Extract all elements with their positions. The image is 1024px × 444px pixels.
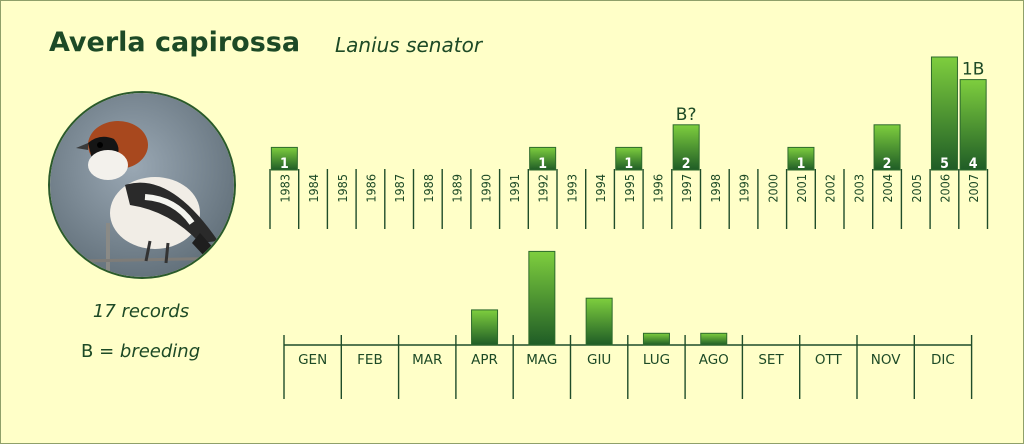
year-tick-label: 1987 [392, 174, 407, 203]
month-bar-APR [471, 309, 499, 346]
year-bar-1983 [270, 146, 298, 171]
year-tick-label: 1998 [708, 174, 723, 203]
month-tick-label: SET [758, 352, 784, 368]
year-tick-label: 2005 [909, 174, 924, 203]
year-tick-label: 1992 [536, 174, 551, 203]
breeding-annotation: B? [676, 105, 697, 125]
year-tick-label: 2002 [823, 174, 838, 203]
year-tick-label: 2004 [880, 174, 895, 203]
year-bar-2007 [959, 79, 987, 171]
year-tick-label: 1995 [622, 174, 637, 203]
month-bar-AGO [700, 332, 728, 346]
year-bar-2004 [873, 124, 901, 171]
month-tick-label: MAG [526, 352, 557, 368]
year-data-label: 2 [682, 156, 691, 172]
species-common-name: Averla capirossa [49, 27, 301, 58]
year-data-label: 1 [280, 156, 289, 172]
yearly-records-chart: 1 1983 1984 1985 1986 1987 1988 1989 1990 1991 1 19… [269, 56, 989, 229]
year-tick-label: 2003 [851, 174, 866, 203]
year-tick-label: 2001 [794, 174, 809, 203]
month-tick-label: MAR [412, 352, 442, 368]
year-bar-2006 [930, 56, 958, 171]
year-tick-label: 1999 [737, 174, 752, 203]
legend-meaning: breeding [119, 341, 201, 362]
records-count: 17 records [92, 301, 190, 322]
month-bar-LUG [642, 332, 670, 346]
year-tick-label: 1994 [593, 174, 608, 203]
year-tick-label: 1988 [421, 174, 436, 203]
year-tick-label: 1991 [507, 174, 522, 203]
year-data-label: 1 [538, 156, 547, 172]
year-bar-1995 [615, 146, 643, 171]
year-tick-label: 1985 [335, 174, 350, 203]
year-tick-label: 2007 [966, 174, 981, 203]
month-tick-label: FEB [357, 352, 383, 368]
month-tick-label: APR [471, 352, 498, 368]
month-tick-label: DIC [931, 352, 955, 368]
legend-equals: = [93, 341, 120, 362]
year-tick-label: 1983 [277, 174, 292, 203]
month-tick-label: OTT [815, 352, 843, 368]
year-tick-label: 1996 [650, 174, 665, 203]
year-tick-label: 1989 [450, 174, 465, 203]
month-tick-label: AGO [699, 352, 729, 368]
year-data-label: 2 [883, 156, 892, 172]
year-tick-label: 1984 [306, 174, 321, 203]
month-bar-MAG [528, 250, 556, 346]
species-scientific-name: Lanius senator [335, 33, 483, 57]
year-bar-2001 [787, 146, 815, 171]
legend-symbol: B [81, 341, 94, 362]
year-tick-label: 2000 [765, 174, 780, 203]
year-tick-label: 1997 [679, 174, 694, 203]
breeding-annotation: 1B [962, 60, 984, 80]
year-tick-label: 2006 [937, 174, 952, 203]
year-data-label: 1 [624, 156, 633, 172]
year-tick-label: 1993 [564, 174, 579, 203]
month-bar-GIU [585, 297, 613, 346]
month-tick-label: GEN [298, 352, 327, 368]
month-tick-label: GIU [587, 352, 611, 368]
legend: B = breeding [81, 341, 200, 362]
year-bar-1992 [529, 146, 557, 171]
year-tick-label: 1990 [478, 174, 493, 203]
year-data-label: 4 [969, 156, 978, 172]
year-data-label: 5 [940, 156, 949, 172]
year-tick-label: 1986 [363, 174, 378, 203]
year-bar-1997 [672, 124, 700, 171]
month-tick-label: LUG [643, 352, 670, 368]
month-tick-label: NOV [871, 352, 901, 368]
woodchat-shrike-bird-icon [48, 91, 236, 279]
monthly-records-chart: GEN FEB MAR APR MAG GIU LUG AGO SET OTT NOV DIC [283, 250, 973, 399]
year-data-label: 1 [797, 156, 806, 172]
